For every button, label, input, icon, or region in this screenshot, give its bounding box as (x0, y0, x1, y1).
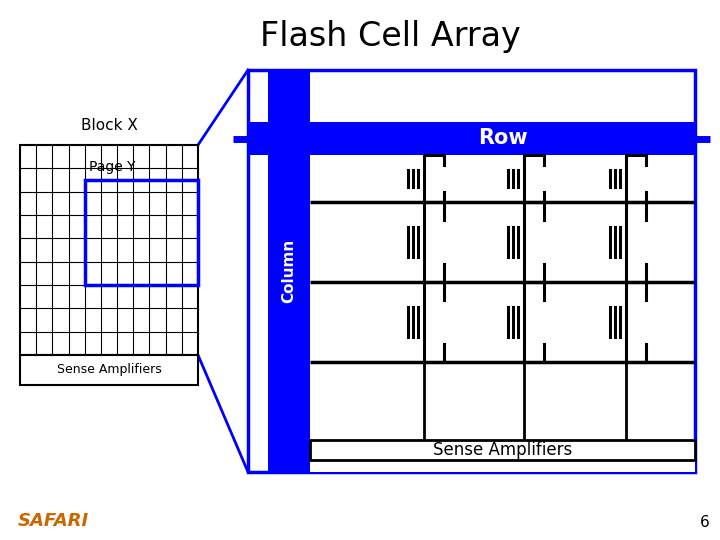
Text: Page Y: Page Y (89, 160, 135, 174)
Bar (310, 440, 695, 460)
Text: Sense Amplifiers: Sense Amplifiers (57, 363, 161, 376)
Bar (248, 122, 695, 155)
Text: 6: 6 (701, 515, 710, 530)
Bar (310, 460, 695, 472)
Bar (248, 70, 695, 472)
Bar (20, 145, 198, 355)
Text: Flash Cell Array: Flash Cell Array (260, 20, 521, 53)
Text: Sense Amplifiers: Sense Amplifiers (433, 441, 572, 459)
Text: SAFARI: SAFARI (18, 512, 89, 530)
Bar (20, 355, 198, 385)
Bar (85, 180, 198, 285)
Text: Column: Column (282, 239, 297, 303)
Text: Row: Row (477, 129, 527, 148)
Bar (268, 70, 310, 472)
Text: Block X: Block X (81, 118, 138, 133)
